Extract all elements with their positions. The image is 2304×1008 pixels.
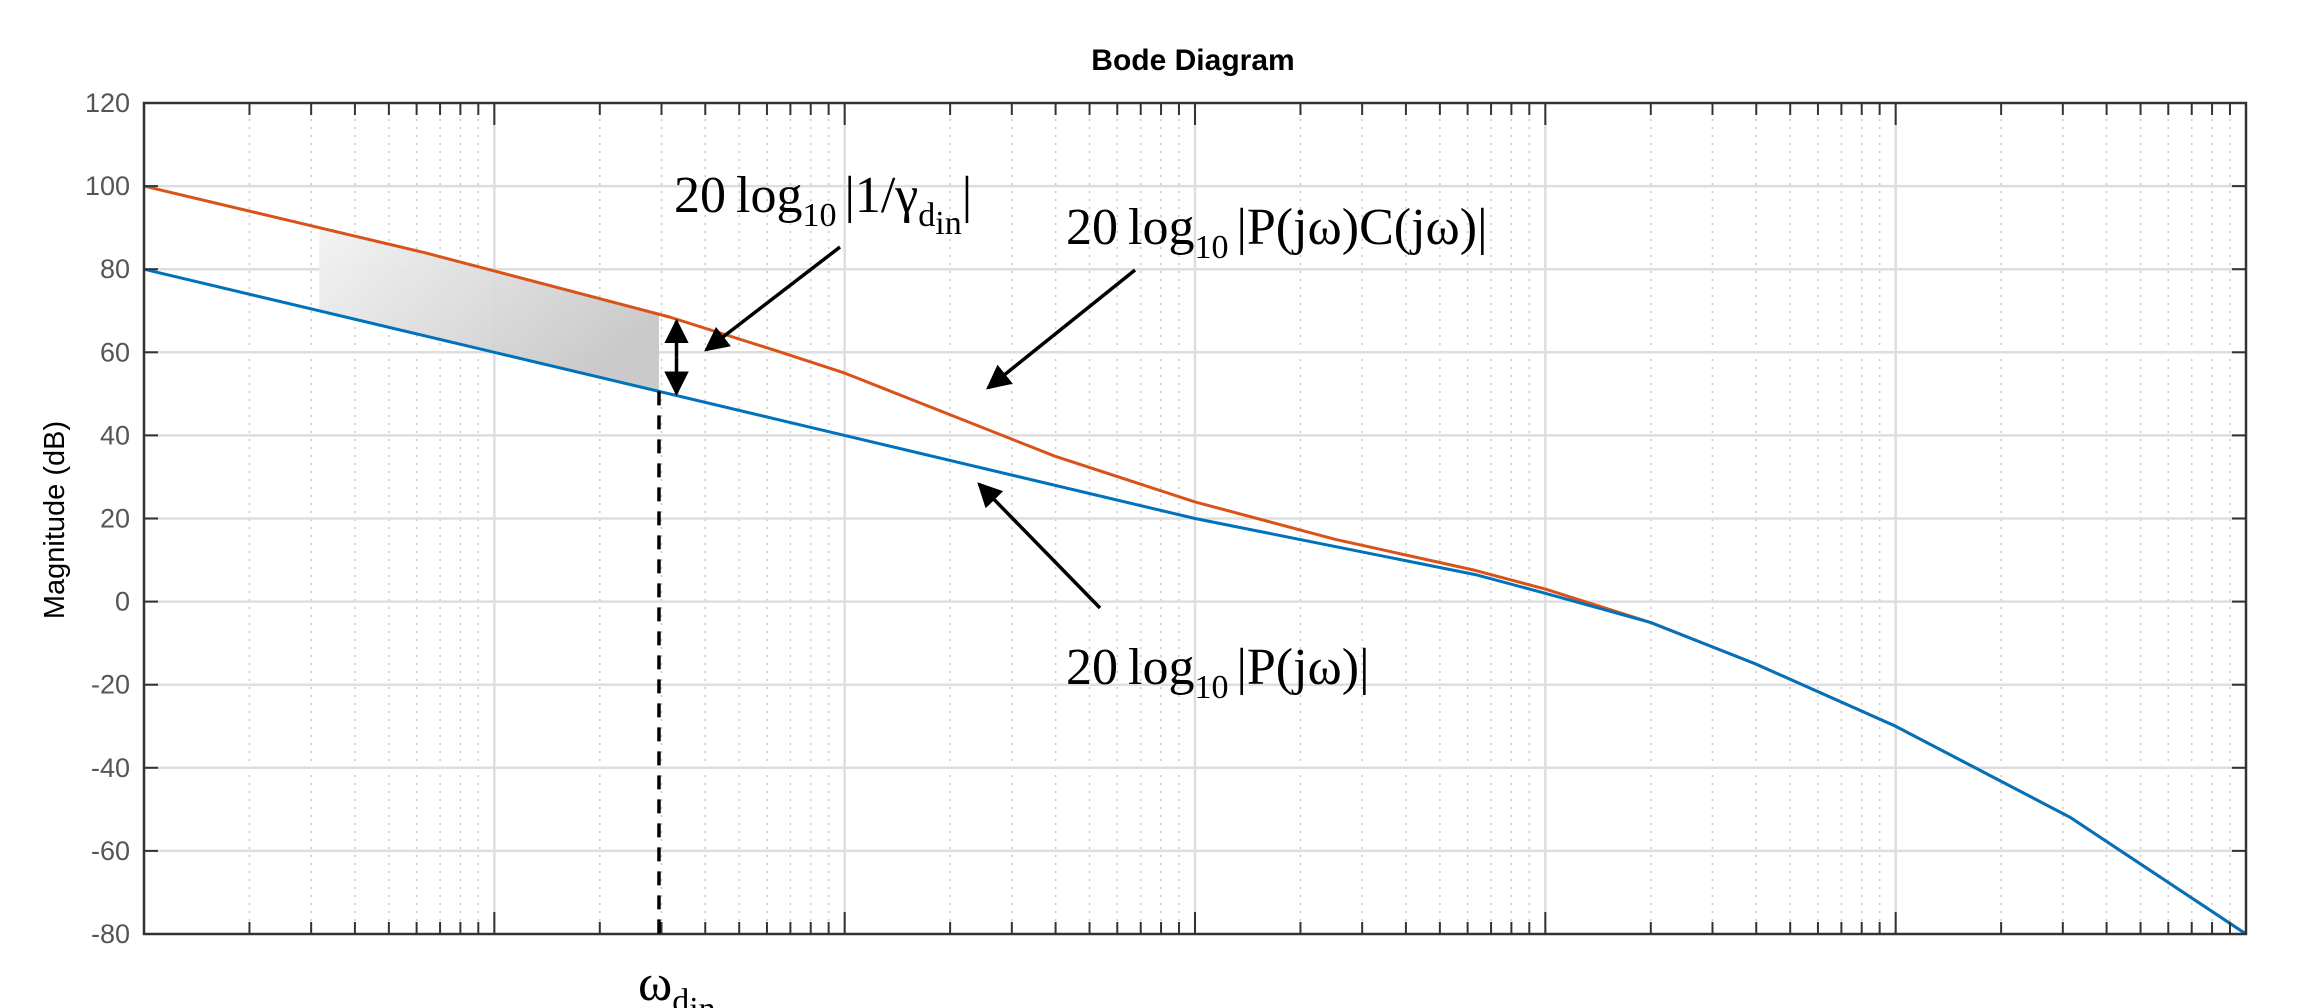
chart-title: Bode Diagram (1091, 44, 1294, 77)
y-axis-label: Magnitude (dB) (39, 421, 71, 619)
y-tick-label: -20 (91, 670, 130, 700)
axes-frame (142, 101, 2248, 936)
shaded-gap-region (319, 227, 659, 392)
pc-pointer-arrow (986, 268, 1137, 390)
y-tick-label: 80 (100, 254, 130, 284)
annotations (657, 245, 1137, 934)
omega-label: ωdin (638, 955, 716, 1008)
y-tick-label: 0 (115, 587, 130, 617)
tick-labels: 120 100 80 60 40 20 0 -20 -40 -60 -80 (85, 88, 130, 949)
y-tick-label: -40 (91, 753, 130, 783)
y-tick-label: 20 (100, 504, 130, 534)
y-tick-label: -80 (91, 919, 130, 949)
shaded-region (319, 227, 659, 392)
p-pointer-arrow (977, 482, 1102, 610)
gamma-annotation-label: 20 log10 |1/γdin| (674, 167, 972, 242)
gamma-pointer-arrow (704, 245, 842, 352)
y-tick-label: 40 (100, 420, 130, 450)
series-lines (143, 184, 2247, 936)
y-tick-label: -60 (91, 836, 130, 866)
y-tick-label: 120 (85, 88, 130, 118)
series-line-p (143, 267, 2247, 936)
grid-lines (144, 103, 2246, 934)
p-annotation-label: 20 log10 |P(jω)| (1066, 639, 1370, 706)
y-tick-label: 60 (100, 337, 130, 367)
pc-annotation-label: 20 log10 |P(jω)C(jω)| (1066, 199, 1488, 266)
y-tick-label: 100 (85, 171, 130, 201)
